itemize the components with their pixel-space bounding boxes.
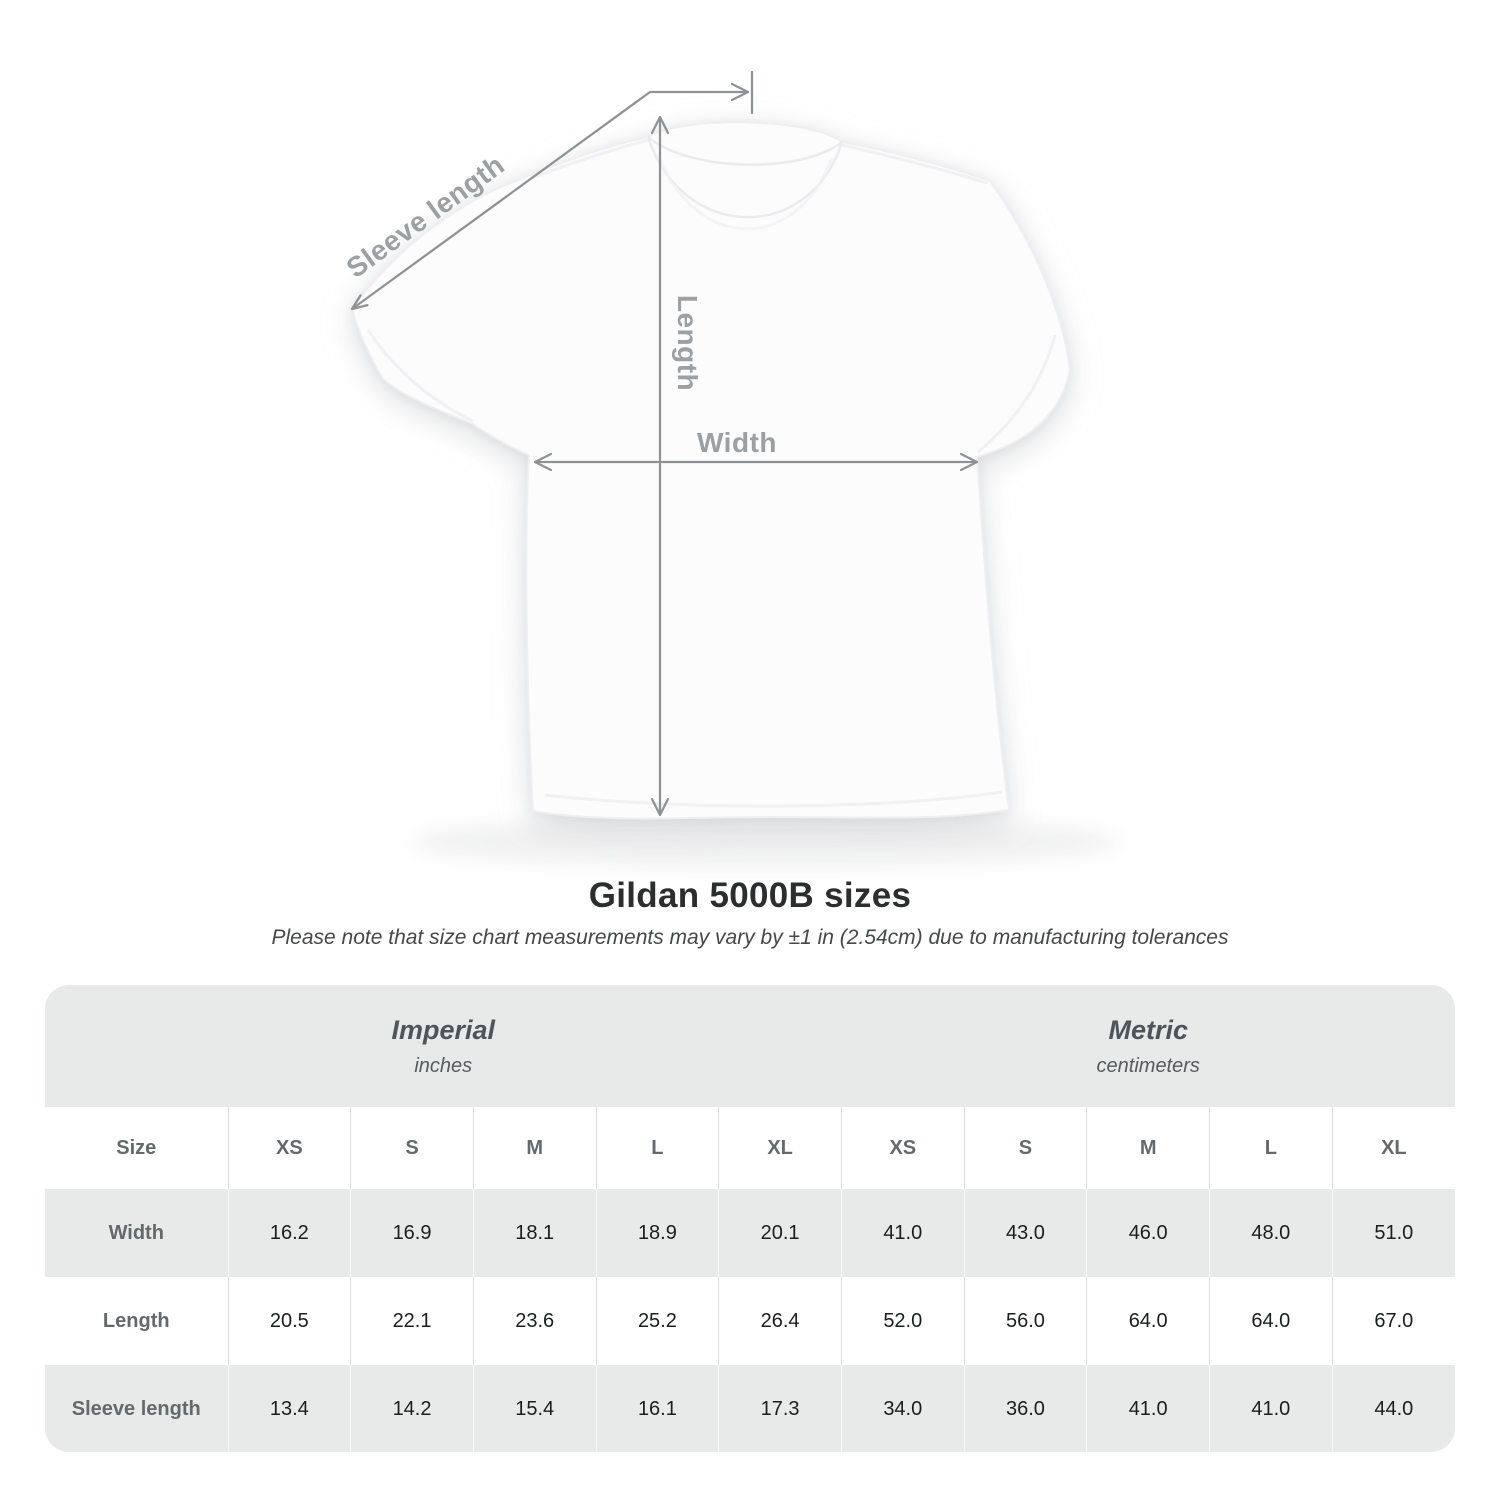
- value-cell: 56.0: [963, 1277, 1087, 1365]
- length-label: Length: [672, 295, 703, 391]
- size-header: S: [963, 1107, 1087, 1189]
- tshirt-illustration: [350, 121, 1072, 820]
- size-header: L: [595, 1107, 719, 1189]
- tshirt-diagram: Sleeve length Length Width: [341, 70, 1120, 868]
- value-cell: 20.1: [718, 1189, 842, 1277]
- metric-units-label: centimeters: [1096, 1054, 1200, 1077]
- value-cell: 26.4: [718, 1277, 842, 1365]
- row-label: Length: [102, 1309, 170, 1332]
- value-cell: 16.2: [227, 1189, 351, 1277]
- size-header: XS: [840, 1107, 965, 1189]
- value-cell: 48.0: [1209, 1189, 1333, 1277]
- size-header: S: [350, 1107, 474, 1189]
- table-row-length: Length 20.5 22.1 23.6 25.2 26.4 52.0 56.…: [45, 1277, 1455, 1365]
- value-cell: 20.5: [227, 1277, 351, 1365]
- value-cell: 46.0: [1086, 1189, 1210, 1277]
- size-header: M: [472, 1107, 597, 1189]
- value-cell: 23.6: [472, 1277, 597, 1365]
- size-column-title: Size: [116, 1136, 157, 1159]
- length-arrow: [650, 115, 670, 817]
- value-cell: 15.4: [472, 1365, 597, 1452]
- value-cell: 67.0: [1331, 1277, 1455, 1365]
- heading-block: Gildan 5000B sizes Please note that size…: [0, 876, 1500, 950]
- table-row-width: Width 16.2 16.9 18.1 18.9 20.1 41.0 43.0…: [45, 1189, 1455, 1277]
- row-label: Sleeve length: [71, 1397, 201, 1420]
- imperial-group-header: Imperial inches: [45, 985, 842, 1107]
- value-cell: 41.0: [1086, 1365, 1210, 1452]
- value-cell: 36.0: [963, 1365, 1087, 1452]
- size-header: M: [1086, 1107, 1210, 1189]
- value-cell: 34.0: [840, 1365, 965, 1452]
- tshirt-collar: [647, 136, 843, 166]
- metric-label: Metric: [1108, 1014, 1188, 1045]
- imperial-label: Imperial: [391, 1014, 495, 1045]
- value-cell: 16.9: [350, 1189, 474, 1277]
- value-cell: 14.2: [350, 1365, 474, 1452]
- value-cell: 13.4: [227, 1365, 351, 1452]
- value-cell: 25.2: [595, 1277, 719, 1365]
- page-title: Gildan 5000B sizes: [588, 876, 912, 915]
- value-cell: 51.0: [1331, 1189, 1455, 1277]
- size-header: XS: [227, 1107, 351, 1189]
- size-header: XL: [718, 1107, 842, 1189]
- value-cell: 43.0: [963, 1189, 1087, 1277]
- value-cell: 18.1: [472, 1189, 597, 1277]
- value-cell: 18.9: [595, 1189, 719, 1277]
- row-label: Width: [108, 1221, 164, 1244]
- size-header: L: [1209, 1107, 1333, 1189]
- imperial-units-label: inches: [414, 1054, 473, 1077]
- value-cell: 64.0: [1086, 1277, 1210, 1365]
- table-row-sleeve-length: Sleeve length 13.4 14.2 15.4 16.1 17.3 3…: [45, 1365, 1455, 1452]
- unit-header-row: Imperial inches Metric centimeters: [45, 985, 1455, 1107]
- value-cell: 64.0: [1209, 1277, 1333, 1365]
- size-chart-table: Imperial inches Metric centimeters Size …: [45, 985, 1455, 1452]
- size-header: XL: [1331, 1107, 1455, 1189]
- value-cell: 44.0: [1331, 1365, 1455, 1452]
- value-cell: 22.1: [350, 1277, 474, 1365]
- ground-shadow: [410, 816, 1120, 868]
- width-label: Width: [697, 427, 777, 458]
- width-arrow: [533, 452, 979, 472]
- value-cell: 41.0: [1209, 1365, 1333, 1452]
- value-cell: 17.3: [718, 1365, 842, 1452]
- metric-group-header: Metric centimeters: [841, 985, 1455, 1107]
- size-header-row: Size XS S M L XL XS S M L XL: [45, 1107, 1455, 1189]
- size-chart-card: Imperial inches Metric centimeters Size …: [45, 985, 1455, 1452]
- value-cell: 16.1: [595, 1365, 719, 1452]
- sleeve-length-arrow: [350, 70, 754, 311]
- value-cell: 41.0: [840, 1189, 965, 1277]
- value-cell: 52.0: [840, 1277, 965, 1365]
- page-subtitle: Please note that size chart measurements…: [271, 926, 1229, 949]
